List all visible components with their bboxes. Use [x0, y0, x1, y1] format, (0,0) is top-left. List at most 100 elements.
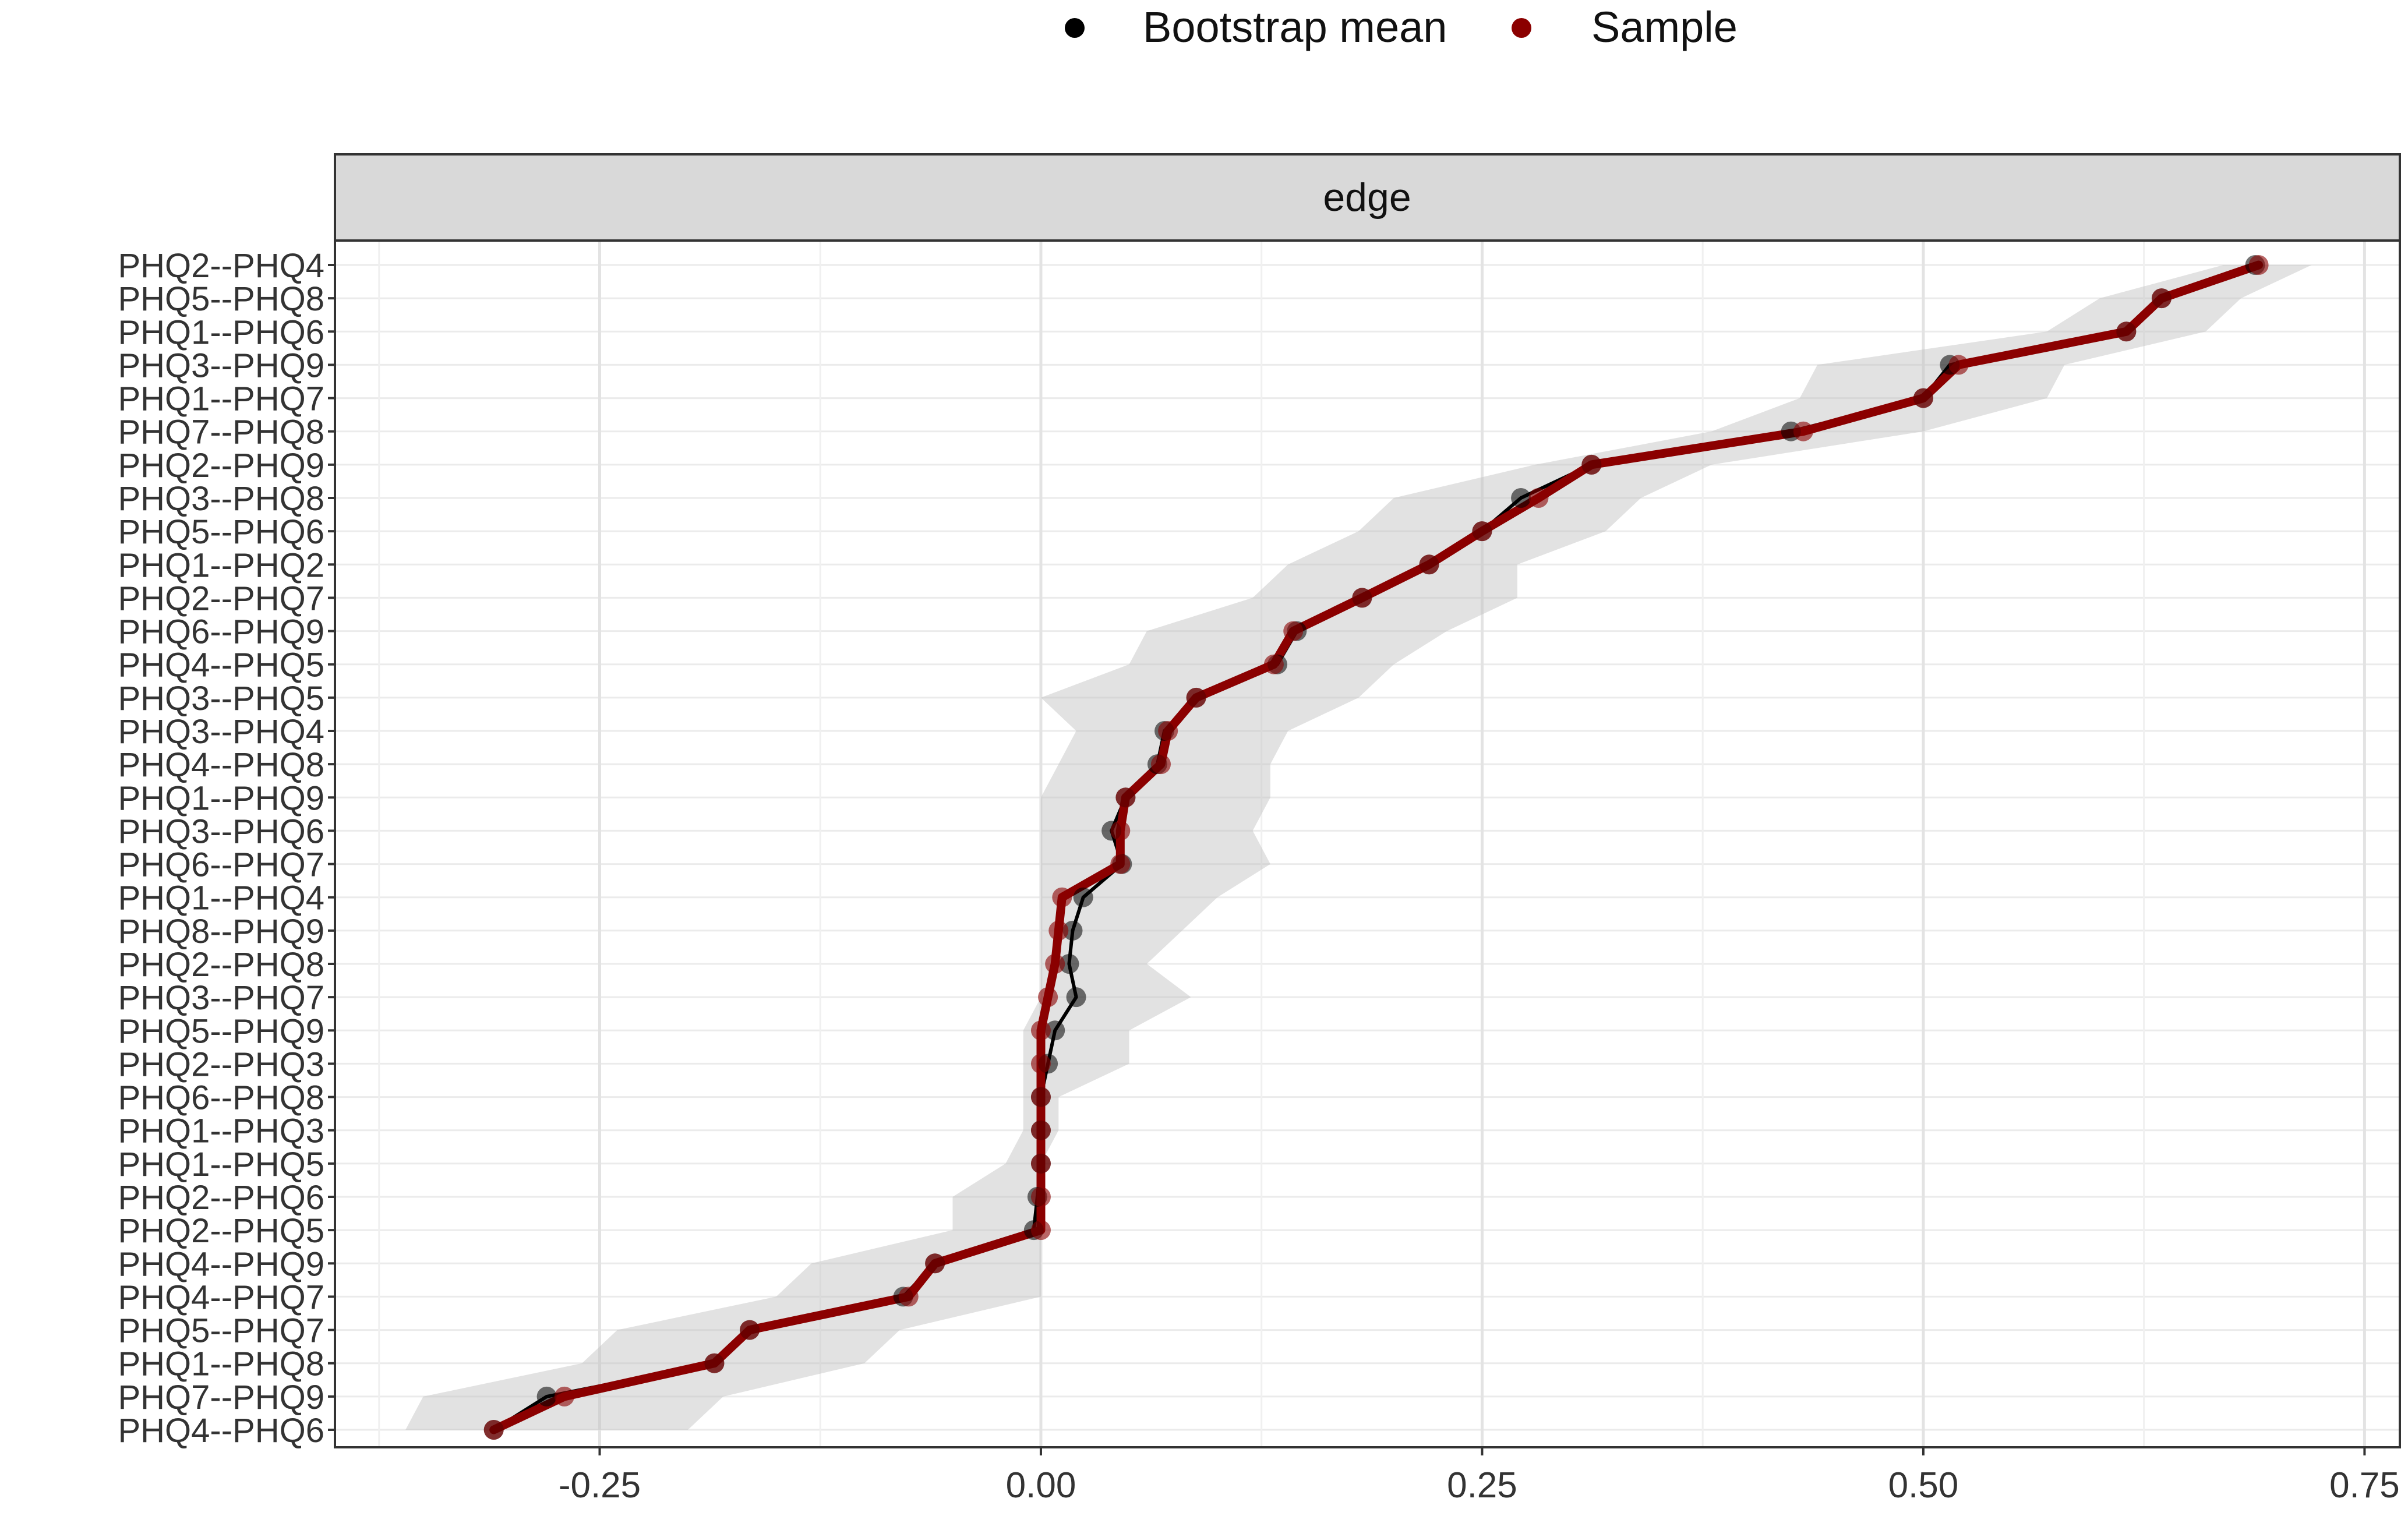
y-tick-label: PHQ6--PHQ7 — [118, 846, 324, 884]
legend-label-sample: Sample — [1591, 3, 1738, 51]
data-point-sample — [1048, 920, 1069, 941]
y-tick-label: PHQ1--PHQ8 — [118, 1345, 324, 1383]
y-tick-label: PHQ3--PHQ6 — [118, 812, 324, 850]
panel-border — [334, 239, 2401, 1448]
data-point-sample — [925, 1253, 945, 1274]
data-point-sample — [1115, 787, 1136, 808]
data-point-sample — [704, 1353, 725, 1373]
y-tick-label: PHQ6--PHQ8 — [118, 1079, 324, 1117]
data-point-sample — [1263, 654, 1284, 674]
data-point-sample — [1030, 1153, 1051, 1174]
data-point-sample — [1030, 1020, 1051, 1041]
y-tick-label: PHQ1--PHQ2 — [118, 546, 324, 584]
data-point-sample — [1948, 355, 1969, 375]
y-tick-label: PHQ4--PHQ8 — [118, 746, 324, 784]
y-tick-label: PHQ1--PHQ9 — [118, 779, 324, 817]
data-point-bootstrap-mean — [536, 1386, 557, 1407]
data-point-sample — [1352, 588, 1372, 608]
y-tick-label: PHQ2--PHQ8 — [118, 946, 324, 984]
line-layer — [489, 260, 2264, 1434]
y-axis: PHQ2--PHQ4PHQ5--PHQ8PHQ1--PHQ6PHQ3--PHQ9… — [118, 247, 335, 1450]
data-point-sample — [898, 1287, 919, 1307]
y-tick-label: PHQ1--PHQ3 — [118, 1112, 324, 1150]
legend: Bootstrap mean Sample — [1065, 3, 1738, 51]
y-tick-label: PHQ3--PHQ4 — [118, 713, 324, 751]
y-tick-label: PHQ3--PHQ8 — [118, 480, 324, 518]
data-point-sample — [1419, 554, 1439, 575]
data-point-sample — [1472, 521, 1492, 542]
y-tick-label: PHQ3--PHQ9 — [118, 347, 324, 384]
y-tick-label: PHQ7--PHQ9 — [118, 1379, 324, 1416]
y-tick-label: PHQ4--PHQ6 — [118, 1412, 324, 1450]
y-tick-label: PHQ2--PHQ4 — [118, 247, 324, 285]
y-tick-label: PHQ1--PHQ6 — [118, 313, 324, 351]
point-layer — [483, 255, 2269, 1440]
y-tick-label: PHQ2--PHQ5 — [118, 1212, 324, 1250]
data-point-sample — [1030, 1087, 1051, 1107]
data-point-sample — [1793, 421, 1813, 441]
data-point-sample — [2248, 255, 2269, 275]
data-point-sample — [554, 1386, 574, 1407]
data-point-sample — [740, 1320, 760, 1340]
x-tick-label: 0.25 — [1447, 1465, 1517, 1506]
y-tick-label: PHQ5--PHQ9 — [118, 1012, 324, 1050]
y-tick-label: PHQ5--PHQ8 — [118, 280, 324, 318]
y-tick-label: PHQ4--PHQ9 — [118, 1245, 324, 1283]
legend-marker-bootstrap-mean — [1065, 18, 1085, 38]
y-tick-label: PHQ2--PHQ7 — [118, 579, 324, 617]
data-point-sample — [1030, 1220, 1051, 1241]
y-tick-label: PHQ7--PHQ8 — [118, 414, 324, 451]
y-tick-label: PHQ5--PHQ7 — [118, 1312, 324, 1350]
data-point-bootstrap-mean — [1045, 1020, 1065, 1041]
panel-background — [335, 241, 2400, 1447]
data-point-sample — [1186, 687, 1206, 708]
data-point-sample — [2116, 321, 2137, 342]
legend-marker-sample — [1512, 18, 1531, 38]
data-point-bootstrap-mean — [1073, 887, 1093, 907]
data-point-bootstrap-mean — [1062, 920, 1083, 941]
data-point-sample — [1045, 954, 1065, 974]
y-tick-label: PHQ2--PHQ6 — [118, 1179, 324, 1217]
y-tick-label: PHQ2--PHQ3 — [118, 1045, 324, 1083]
data-point-sample — [1283, 621, 1304, 641]
data-point-sample — [1110, 854, 1131, 874]
data-point-sample — [1151, 754, 1171, 775]
data-point-bootstrap-mean — [1511, 488, 1531, 508]
data-point-sample — [1030, 1054, 1051, 1074]
data-point-sample — [1038, 987, 1058, 1008]
data-point-sample — [1158, 721, 1178, 741]
y-tick-label: PHQ1--PHQ4 — [118, 879, 324, 917]
y-tick-label: PHQ3--PHQ7 — [118, 979, 324, 1017]
grid-layer — [335, 241, 2400, 1447]
data-point-sample — [1581, 454, 1602, 475]
y-tick-label: PHQ4--PHQ5 — [118, 646, 324, 684]
y-tick-label: PHQ6--PHQ9 — [118, 613, 324, 651]
x-tick-label: 0.75 — [2329, 1465, 2400, 1506]
data-point-bootstrap-mean — [1059, 954, 1079, 974]
x-tick-label: 0.50 — [1888, 1465, 1959, 1506]
data-point-sample — [1110, 821, 1131, 841]
y-tick-label: PHQ5--PHQ6 — [118, 513, 324, 551]
series-line-sample — [489, 260, 2264, 1434]
y-tick-label: PHQ4--PHQ7 — [118, 1278, 324, 1316]
data-point-sample — [1052, 887, 1072, 907]
data-point-sample — [483, 1420, 504, 1440]
y-tick-label: PHQ3--PHQ5 — [118, 680, 324, 718]
x-axis: -0.25 0.00 0.25 0.50 0.75 — [559, 1447, 2400, 1506]
x-tick-label: -0.25 — [559, 1465, 641, 1506]
facet-strip-label: edge — [1323, 175, 1411, 220]
data-point-bootstrap-mean — [1066, 987, 1086, 1008]
data-point-sample — [1528, 488, 1549, 508]
data-point-sample — [2151, 288, 2172, 309]
data-point-sample — [1913, 388, 1933, 408]
data-point-sample — [1030, 1120, 1051, 1140]
x-tick-label: 0.00 — [1006, 1465, 1076, 1506]
y-tick-label: PHQ1--PHQ5 — [118, 1146, 324, 1183]
data-point-sample — [1030, 1187, 1051, 1207]
legend-label-bootstrap-mean: Bootstrap mean — [1143, 3, 1447, 51]
facet-strip — [334, 153, 2401, 242]
y-tick-label: PHQ2--PHQ9 — [118, 447, 324, 485]
y-tick-label: PHQ8--PHQ9 — [118, 913, 324, 950]
y-tick-label: PHQ1--PHQ7 — [118, 380, 324, 418]
